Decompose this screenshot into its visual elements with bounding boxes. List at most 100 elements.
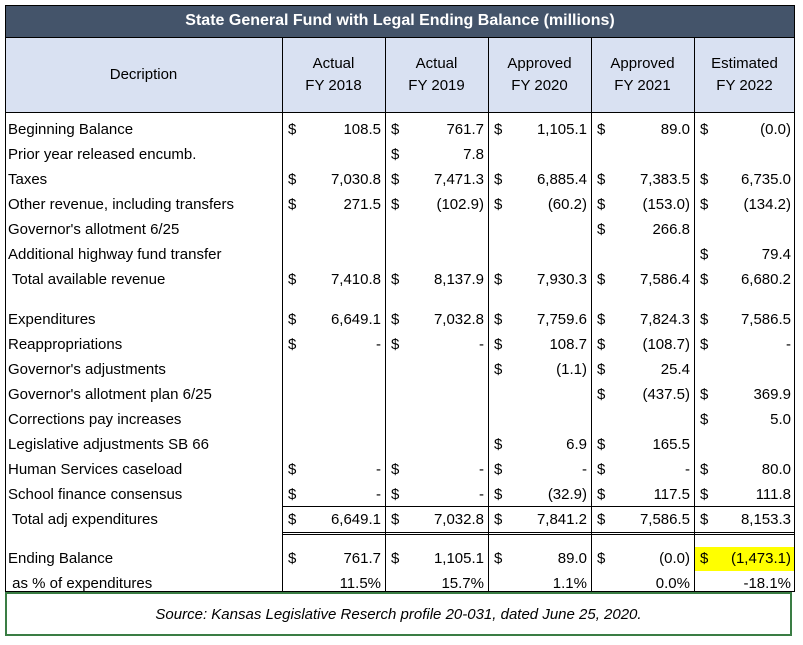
header-row: Decription Actual FY 2018 Actual FY 2019 Appr… <box>5 37 795 112</box>
grid-line <box>591 37 592 592</box>
cell-value: - <box>685 461 690 478</box>
currency-symbol: $ <box>597 171 606 188</box>
cell-value: 7,410.8 <box>330 271 381 288</box>
cell-value: - <box>479 486 484 503</box>
currency-symbol: $ <box>597 361 606 378</box>
currency-symbol: $ <box>597 196 606 213</box>
currency-symbol: $ <box>494 436 503 453</box>
currency-symbol: $ <box>391 196 400 213</box>
column-header-line1: Actual <box>415 54 458 72</box>
column-header-line1: Decription <box>109 65 178 83</box>
row-label: Beginning Balance <box>8 121 134 138</box>
table-row: Corrections pay increases $5.0 <box>5 407 795 432</box>
source-text: Source: Kansas Legislative Reserch profi… <box>155 605 642 623</box>
currency-symbol: $ <box>391 121 400 138</box>
cell-value: 271.5 <box>343 196 381 213</box>
currency-symbol: $ <box>494 461 503 478</box>
currency-symbol: $ <box>288 486 297 503</box>
currency-symbol: $ <box>700 411 709 428</box>
row-label: Corrections pay increases <box>8 411 182 428</box>
currency-symbol: $ <box>288 121 297 138</box>
cell-value: 5.0 <box>770 411 791 428</box>
grid-line <box>282 534 795 535</box>
currency-symbol: $ <box>288 550 297 567</box>
cell-value: 7,032.8 <box>433 311 484 328</box>
fund-table: State General Fund with Legal Ending Bal… <box>5 5 795 592</box>
currency-symbol: $ <box>494 171 503 188</box>
cell-value: 8,153.3 <box>740 511 791 528</box>
column-header: Actual FY 2018 <box>282 37 385 112</box>
cell-value: 6,735.0 <box>740 171 791 188</box>
grid-line <box>488 37 489 592</box>
column-header-line1: Approved <box>507 54 572 72</box>
row-label: Additional highway fund transfer <box>8 246 222 263</box>
table-row: Legislative adjustments SB 66 $6.9 $165.5 <box>5 432 795 457</box>
currency-symbol: $ <box>597 461 606 478</box>
currency-symbol: $ <box>288 311 297 328</box>
cell-value: 7,759.6 <box>536 311 587 328</box>
column-header-line2: FY 2020 <box>511 76 568 94</box>
currency-symbol: $ <box>391 146 400 163</box>
cell-value: (134.2) <box>743 196 791 213</box>
row-label: as % of expenditures <box>8 575 153 592</box>
table-title: State General Fund with Legal Ending Bal… <box>5 5 795 37</box>
currency-symbol: $ <box>288 336 297 353</box>
currency-symbol: $ <box>597 271 606 288</box>
currency-symbol: $ <box>288 511 297 528</box>
cell-value: (0.0) <box>760 121 791 138</box>
currency-symbol: $ <box>391 550 400 567</box>
grid-line <box>385 37 386 592</box>
cell-value: 7.8 <box>463 146 484 163</box>
cell-value: 761.7 <box>343 550 381 567</box>
cell-value: (108.7) <box>642 336 690 353</box>
currency-symbol: $ <box>700 246 709 263</box>
column-header-line1: Approved <box>610 54 675 72</box>
cell-value: 6,649.1 <box>330 511 381 528</box>
currency-symbol: $ <box>700 336 709 353</box>
highlighted-cell <box>695 547 794 571</box>
currency-symbol: $ <box>494 336 503 353</box>
table-row: Beginning Balance $108.5 $761.7 $1,105.1 $89… <box>5 117 795 142</box>
currency-symbol: $ <box>391 336 400 353</box>
cell-value: - <box>479 336 484 353</box>
currency-symbol: $ <box>700 386 709 403</box>
currency-symbol: $ <box>391 511 400 528</box>
cell-value: (32.9) <box>547 486 587 503</box>
cell-value: 89.0 <box>660 121 690 138</box>
cell-value: 11.5% <box>339 575 381 592</box>
table-row: Ending Balance $761.7 $1,105.1 $89.0 $ (0.0) $… <box>5 546 795 571</box>
currency-symbol: $ <box>391 486 400 503</box>
grid-line <box>5 5 6 592</box>
table-row: Prior year released encumb. $7.8 <box>5 142 795 167</box>
grid-line <box>794 5 795 592</box>
column-header: Estimated FY 2022 <box>694 37 795 112</box>
table-title-text: State General Fund with Legal Ending Bal… <box>185 12 615 29</box>
grid-line <box>282 532 795 533</box>
currency-symbol: $ <box>597 121 606 138</box>
table-row: School finance consensus $ - $ - $ (32.9) $117.… <box>5 482 795 507</box>
column-header-line2: FY 2021 <box>614 76 671 94</box>
column-header-line1: Actual <box>312 54 355 72</box>
cell-value: 761.7 <box>446 121 484 138</box>
cell-value: 25.4 <box>660 361 690 378</box>
currency-symbol: $ <box>597 436 606 453</box>
source-note: Source: Kansas Legislative Reserch profi… <box>5 592 792 636</box>
currency-symbol: $ <box>700 550 709 567</box>
currency-symbol: $ <box>597 486 606 503</box>
currency-symbol: $ <box>288 171 297 188</box>
currency-symbol: $ <box>700 511 709 528</box>
currency-symbol: $ <box>288 461 297 478</box>
cell-value: - <box>376 486 381 503</box>
table-row: Total adj expenditures $6,649.1 $7,032.8 $7… <box>5 507 795 532</box>
cell-value: (437.5) <box>642 386 690 403</box>
table-row: Additional highway fund transfer $79.4 <box>5 242 795 267</box>
cell-value: 6,680.2 <box>740 271 791 288</box>
currency-symbol: $ <box>391 271 400 288</box>
row-label: Governor's allotment 6/25 <box>8 221 180 238</box>
row-label: School finance consensus <box>8 486 183 503</box>
cell-value: (102.9) <box>436 196 484 213</box>
currency-symbol: $ <box>288 271 297 288</box>
cell-value: (0.0) <box>659 550 690 567</box>
cell-value: 1.1% <box>552 575 587 592</box>
row-label: Legislative adjustments SB 66 <box>8 436 209 453</box>
